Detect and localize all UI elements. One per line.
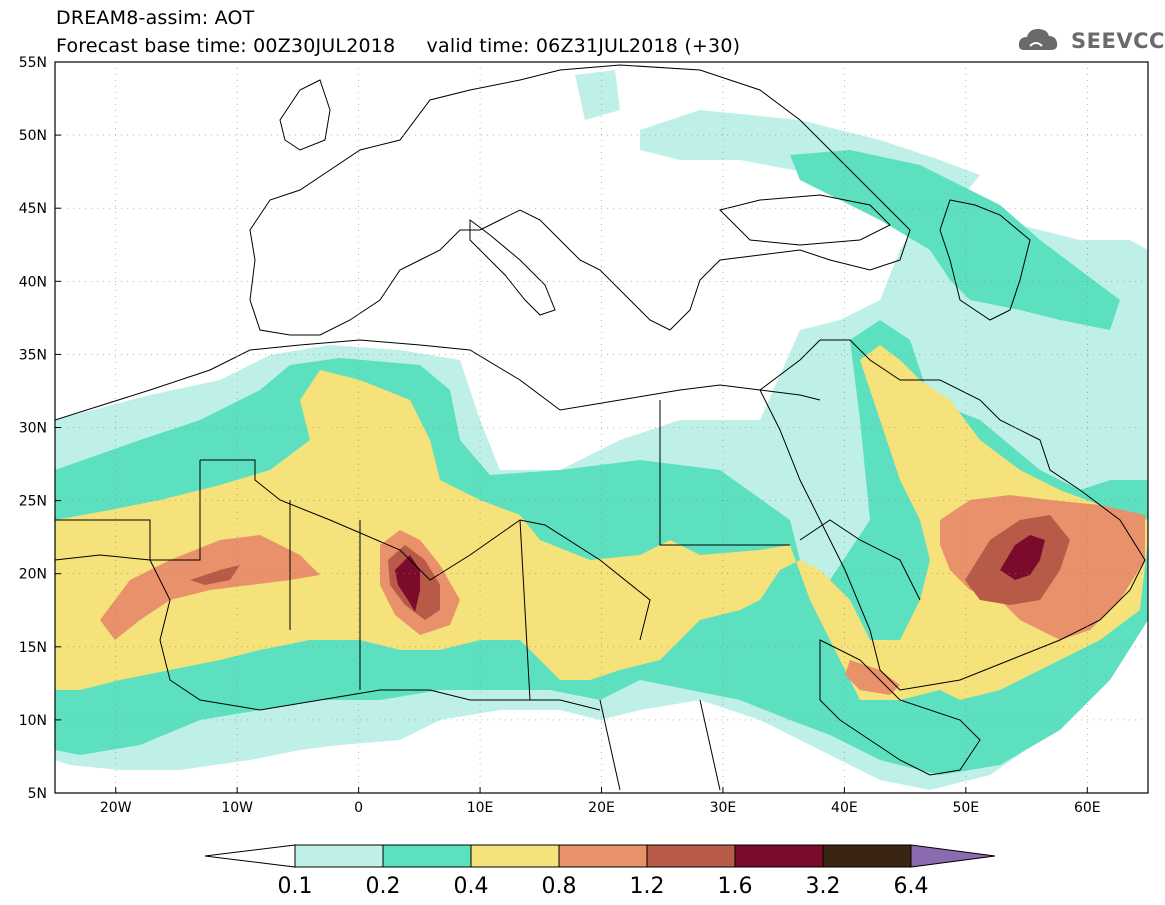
aot-contour-layers <box>55 70 1148 790</box>
colorbar-level-label: 0.8 <box>542 874 577 899</box>
lat-label: 5N <box>28 786 47 802</box>
colorbar-bin <box>646 844 736 868</box>
longitude-axis: 20W 10W 0 10E 20E 30E 40E 50E 60E <box>100 787 1101 816</box>
lat-label: 30N <box>19 421 47 437</box>
colorbar-level-label: 1.2 <box>630 874 665 899</box>
lon-label: 0 <box>354 800 363 816</box>
coastlines-borders <box>55 64 1146 791</box>
colorbar-bin <box>822 844 912 868</box>
lat-label: 55N <box>19 55 47 71</box>
lat-label: 35N <box>19 347 47 363</box>
colorbar-over-arrow <box>910 844 996 868</box>
lon-label: 40E <box>831 800 858 816</box>
lat-label: 40N <box>19 274 47 290</box>
latitude-axis: 55N 50N 45N 40N 35N 30N 25N 20N 15N 10N 5N <box>19 55 61 802</box>
aot-contour-6 <box>100 535 320 640</box>
colorbar: 0.1 0.2 0.4 0.8 1.2 1.6 3.2 6.4 <box>204 844 996 899</box>
aot-contour-5 <box>55 345 1148 700</box>
colorbar-bin <box>382 844 472 868</box>
colorbar-bin <box>294 844 384 868</box>
aot-contour-10 <box>190 565 240 585</box>
graticule-grid <box>55 62 1148 793</box>
colorbar-bin <box>470 844 560 868</box>
lon-label: 60E <box>1074 800 1101 816</box>
colorbar-level-label: 1.6 <box>718 874 753 899</box>
aot-contour-4 <box>790 150 1120 330</box>
lon-label: 50E <box>952 800 979 816</box>
aot-contour-2 <box>575 70 620 120</box>
logo-text: SEEVCCC <box>1071 29 1165 53</box>
lat-label: 45N <box>19 201 47 217</box>
lat-label: 20N <box>19 567 47 583</box>
lon-label: 30E <box>710 800 737 816</box>
colorbar-level-label: 0.4 <box>454 874 489 899</box>
lat-label: 25N <box>19 494 47 510</box>
lon-label: 20W <box>100 800 132 816</box>
forecast-time-line: Forecast base time: 00Z30JUL2018 valid t… <box>56 35 741 57</box>
colorbar-level-label: 6.4 <box>894 874 929 899</box>
aot-contour-13 <box>395 555 420 612</box>
colorbar-level-label: 0.1 <box>278 874 313 899</box>
lon-label: 10W <box>221 800 253 816</box>
colorbar-bin <box>558 844 648 868</box>
lon-label: 20E <box>588 800 615 816</box>
colorbar-level-label: 0.2 <box>366 874 401 899</box>
lat-label: 50N <box>19 128 47 144</box>
lat-label: 10N <box>19 713 47 729</box>
aot-contour-14 <box>1000 535 1045 580</box>
colorbar-under-arrow <box>204 844 296 868</box>
lon-label: 10E <box>467 800 494 816</box>
map-title: DREAM8-assim: AOT <box>56 7 255 29</box>
cloud-logo-icon <box>1018 29 1058 50</box>
lat-label: 15N <box>19 640 47 656</box>
colorbar-bin <box>734 844 824 868</box>
colorbar-level-label: 3.2 <box>806 874 841 899</box>
